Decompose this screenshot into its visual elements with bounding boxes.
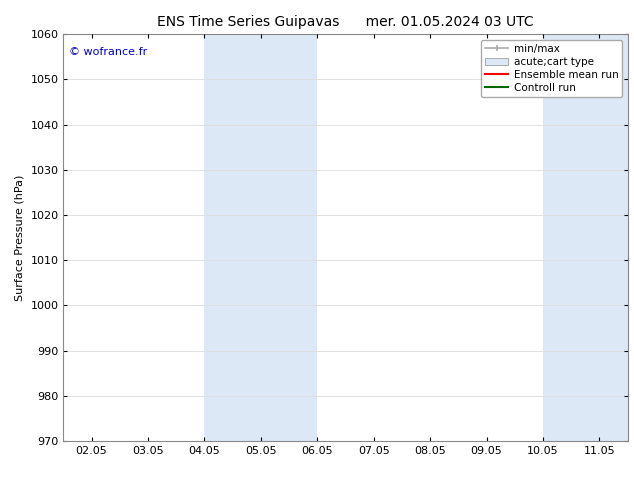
- Title: ENS Time Series Guipavas      mer. 01.05.2024 03 UTC: ENS Time Series Guipavas mer. 01.05.2024…: [157, 15, 534, 29]
- Bar: [543, 34, 628, 441]
- Text: © wofrance.fr: © wofrance.fr: [69, 47, 147, 56]
- Y-axis label: Surface Pressure (hPa): Surface Pressure (hPa): [15, 174, 25, 301]
- Bar: [204, 34, 317, 441]
- Legend: min/max, acute;cart type, Ensemble mean run, Controll run: min/max, acute;cart type, Ensemble mean …: [481, 40, 623, 97]
